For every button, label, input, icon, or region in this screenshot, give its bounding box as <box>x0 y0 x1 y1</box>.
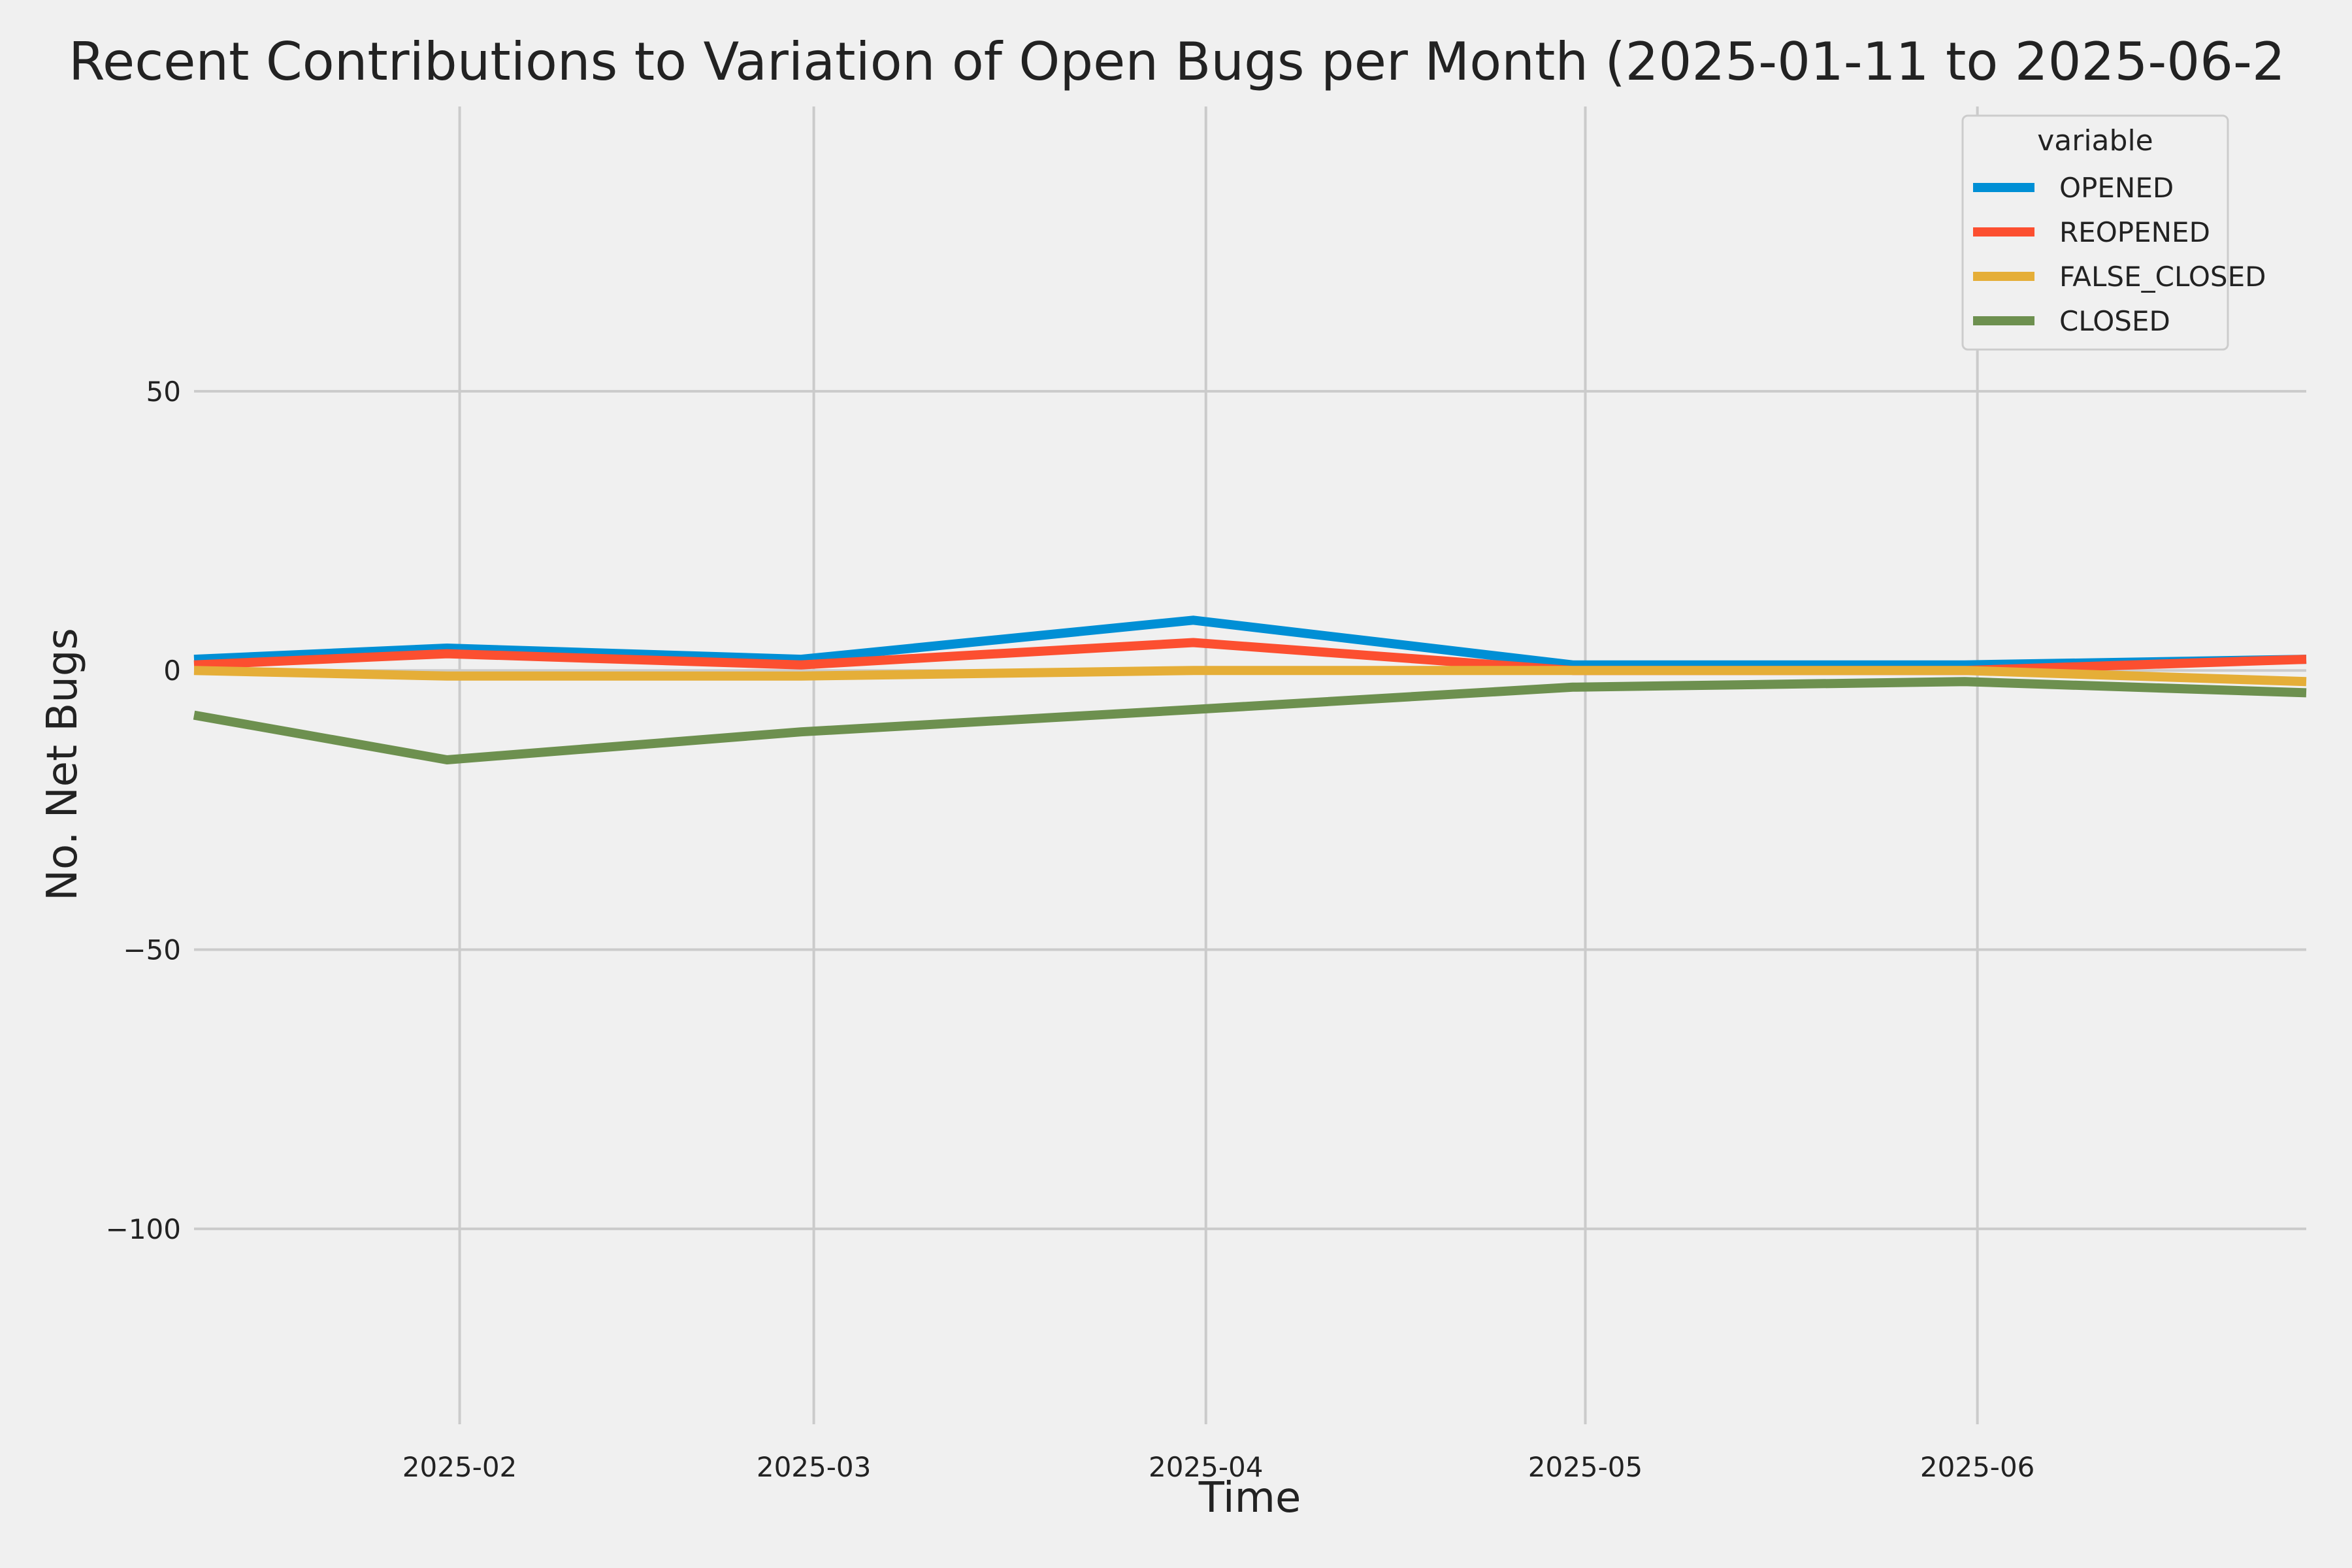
tick-labels: 50 0 −50 −100 2025-02 2025-03 2025-04 2025-05 20… <box>106 376 2035 1483</box>
x-tick-label: 2025-03 <box>757 1451 872 1483</box>
legend: variable OPENED REOPENED FALSE_CLOSED CLOSE… <box>1961 114 2266 351</box>
legend-items: OPENED REOPENED FALSE_CLOSED CLOSED <box>1973 172 2266 337</box>
y-tick-label: 0 <box>163 655 181 687</box>
y-axis-label: No. Net Bugs <box>39 628 87 901</box>
x-axis-label: Time <box>1198 1474 1301 1522</box>
x-tick-label: 2025-04 <box>1149 1451 1264 1483</box>
x-tick-label: 2025-06 <box>1920 1451 2035 1483</box>
chart-title: Recent Contributions to Variation of Ope… <box>69 31 2285 92</box>
y-tick-label: 50 <box>146 376 181 408</box>
legend-label-closed: CLOSED <box>2059 305 2170 337</box>
legend-label-opened: OPENED <box>2059 172 2174 204</box>
legend-box <box>1961 114 2229 351</box>
grid <box>194 106 2306 1424</box>
series-line-false-closed <box>193 666 2307 687</box>
legend-label-false-closed: FALSE_CLOSED <box>2059 261 2266 293</box>
series-lines <box>193 615 2307 764</box>
legend-title: variable <box>2037 124 2153 157</box>
series-line-closed <box>193 677 2307 764</box>
legend-label-reopened: REOPENED <box>2059 216 2210 248</box>
y-tick-label: −100 <box>106 1213 181 1245</box>
x-tick-label: 2025-02 <box>402 1451 517 1483</box>
y-tick-label: −50 <box>123 934 181 966</box>
series-line-opened <box>193 615 2307 670</box>
x-tick-label: 2025-05 <box>1528 1451 1643 1483</box>
